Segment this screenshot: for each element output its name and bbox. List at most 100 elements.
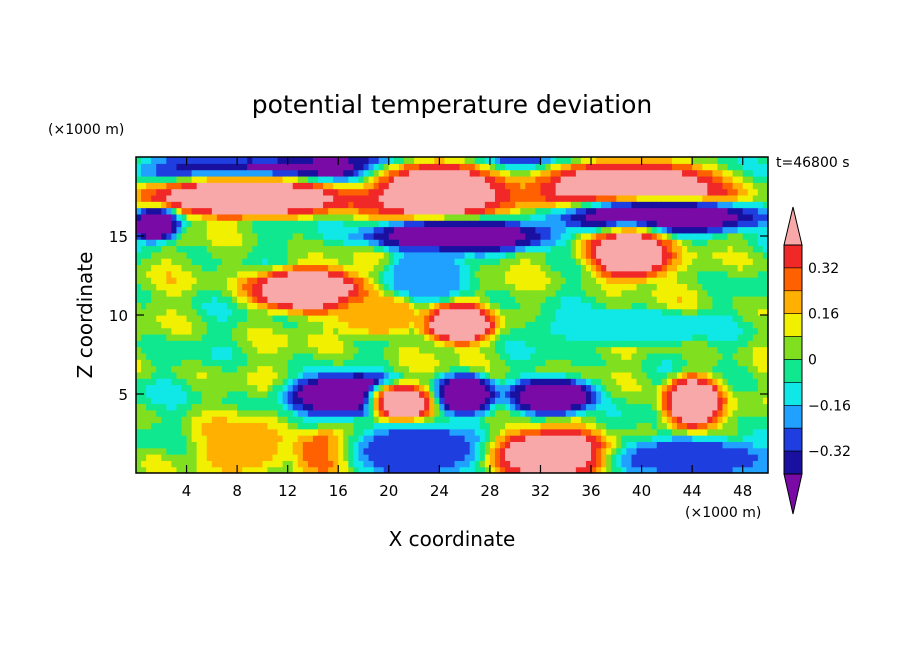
field-cell <box>484 435 491 442</box>
field-cell <box>601 232 607 240</box>
field-cell <box>540 384 547 392</box>
field-cell <box>186 397 193 405</box>
field-cell <box>318 390 324 398</box>
field-cell <box>510 315 516 322</box>
field-cell <box>540 327 547 335</box>
field-cell <box>282 352 289 360</box>
field-cell <box>232 194 238 202</box>
field-cell <box>429 346 435 354</box>
field-cell <box>545 416 552 424</box>
field-cell <box>333 232 339 240</box>
field-cell <box>136 466 142 473</box>
field-cell <box>146 201 152 209</box>
field-cell <box>166 270 172 278</box>
field-cell <box>297 390 304 398</box>
field-cell <box>601 175 607 183</box>
field-cell <box>156 359 162 367</box>
field-cell <box>560 346 567 354</box>
field-cell <box>540 403 547 411</box>
field-cell <box>237 365 243 373</box>
field-cell <box>333 251 339 259</box>
field-cell <box>323 283 329 291</box>
field-cell <box>227 270 233 278</box>
field-cell <box>398 416 405 424</box>
field-cell <box>550 460 557 468</box>
field-cell <box>373 454 380 461</box>
field-cell <box>459 352 466 360</box>
field-cell <box>292 384 299 392</box>
field-cell <box>323 308 329 316</box>
field-cell <box>626 289 633 297</box>
field-cell <box>383 390 390 398</box>
field-cell <box>570 346 577 354</box>
field-cell <box>328 359 334 367</box>
field-cell <box>494 194 501 202</box>
field-cell <box>626 378 633 386</box>
field-cell <box>267 232 274 240</box>
field-cell <box>469 359 476 367</box>
field-cell <box>358 308 365 316</box>
field-cell <box>585 245 592 253</box>
field-cell <box>353 296 360 303</box>
field-cell <box>328 175 334 183</box>
field-cell <box>297 403 304 411</box>
field-cell <box>484 416 491 424</box>
field-cell <box>550 378 557 386</box>
field-cell <box>398 302 405 310</box>
field-cell <box>328 327 334 335</box>
field-cell <box>611 416 617 424</box>
field-cell <box>596 169 602 177</box>
field-cell <box>434 327 440 335</box>
field-cell <box>474 365 481 373</box>
field-cell <box>580 308 587 316</box>
field-cell <box>515 169 521 177</box>
field-cell <box>141 264 147 272</box>
field-cell <box>429 283 435 291</box>
field-cell <box>434 447 440 455</box>
field-cell <box>575 289 582 297</box>
field-cell <box>191 447 198 455</box>
field-cell <box>459 428 466 436</box>
field-cell <box>171 447 178 455</box>
field-cell <box>282 207 289 215</box>
field-cell <box>181 409 188 417</box>
field-cell <box>151 359 157 367</box>
field-cell <box>318 289 324 297</box>
field-cell <box>414 397 420 405</box>
field-cell <box>469 327 476 335</box>
field-cell <box>525 460 531 468</box>
field-cell <box>186 277 193 284</box>
field-cell <box>232 251 238 259</box>
field-cell <box>489 308 496 316</box>
field-cell <box>550 390 557 398</box>
field-cell <box>540 359 547 367</box>
field-cell <box>439 163 446 171</box>
field-cell <box>550 466 557 473</box>
field-cell <box>232 416 238 424</box>
field-cell <box>414 302 420 310</box>
field-cell <box>403 239 410 247</box>
field-cell <box>348 175 355 183</box>
field-cell <box>616 378 622 386</box>
field-cell <box>333 220 339 228</box>
field-cell <box>505 188 511 196</box>
field-cell <box>409 384 415 392</box>
field-cell <box>479 175 486 183</box>
field-cell <box>510 175 516 183</box>
field-cell <box>186 226 193 234</box>
field-cell <box>535 352 542 360</box>
field-cell <box>368 175 375 183</box>
field-cell <box>216 213 223 221</box>
field-cell <box>560 416 567 424</box>
field-cell <box>282 390 289 398</box>
field-cell <box>469 340 476 348</box>
field-cell <box>358 277 365 284</box>
field-cell <box>621 289 628 297</box>
field-cell <box>358 466 365 473</box>
field-cell <box>181 378 188 386</box>
field-cell <box>525 207 531 215</box>
field-cell <box>585 157 592 164</box>
field-cell <box>323 226 329 234</box>
field-cell <box>302 283 309 291</box>
